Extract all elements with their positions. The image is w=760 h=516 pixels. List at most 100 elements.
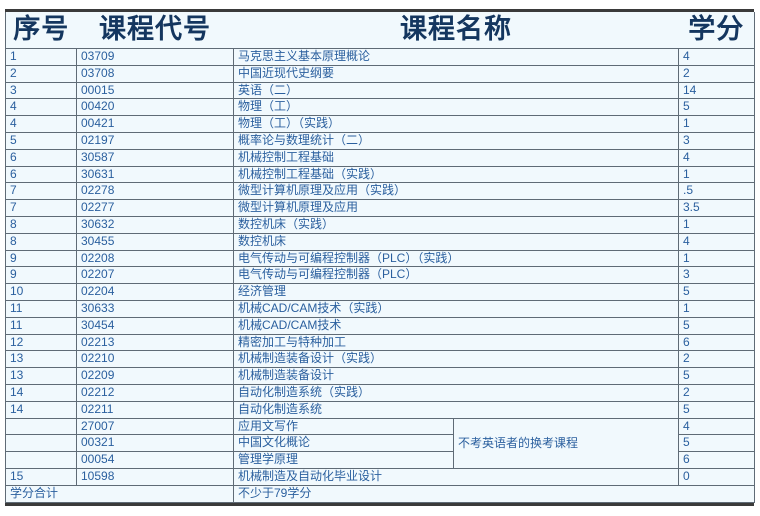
code-cell: 02204 (76, 283, 234, 301)
credit-cell: 3 (678, 131, 755, 150)
table-row: 1 03709 马克思主义基本原理概论 4 (5, 48, 755, 66)
name-cell: 机械制造装备设计 (233, 367, 679, 385)
total-row: 学分合计 不少于79学分 (5, 484, 755, 503)
code-cell: 02212 (76, 383, 234, 402)
table-row: 00321 中国文化概论 5 (5, 434, 755, 453)
seq-cell: 3 (5, 81, 77, 100)
seq-cell: 14 (5, 400, 77, 419)
name-cell: 经济管理 (233, 283, 679, 301)
credit-cell: 3 (678, 266, 755, 285)
code-cell: 30632 (76, 215, 234, 234)
credit-cell: 5 (678, 316, 755, 335)
code-cell: 02278 (76, 182, 234, 201)
name-cell: 机械控制工程基础 (233, 148, 679, 167)
table-body: 1 03709 马克思主义基本原理概论 4 2 03708 中国近现代史纲要 2 3 00015 英… (5, 48, 755, 486)
code-cell: 03708 (76, 64, 234, 83)
table-row: 8 30632 数控机床（实践） 1 (5, 215, 755, 234)
code-cell: 30455 (76, 232, 234, 251)
code-cell: 02197 (76, 131, 234, 150)
code-cell: 02208 (76, 249, 234, 268)
code-cell: 03709 (76, 48, 234, 66)
credit-cell: 5 (678, 434, 755, 453)
name-cell: 应用文写作 (233, 417, 454, 436)
header-cell-name: 课程名称 (233, 12, 679, 49)
seq-cell: 11 (5, 299, 77, 318)
code-cell: 30633 (76, 299, 234, 318)
name-cell: 物理（工）（实践） (233, 115, 679, 133)
credit-cell: 6 (678, 451, 755, 469)
name-cell: 自动化制造系统（实践） (233, 383, 679, 402)
seq-cell: 9 (5, 249, 77, 268)
total-value-cell: 不少于79学分 (233, 484, 755, 503)
credit-cell: 2 (678, 350, 755, 369)
seq-cell: 7 (5, 182, 77, 201)
seq-cell (5, 434, 77, 453)
seq-cell: 13 (5, 350, 77, 369)
code-cell: 00421 (76, 115, 234, 133)
code-cell: 30587 (76, 148, 234, 167)
table-row: 13 02209 机械制造装备设计 5 (5, 367, 755, 385)
seq-cell: 13 (5, 367, 77, 385)
table-row: 13 02210 机械制造装备设计（实践） 2 (5, 350, 755, 369)
table-row: 14 02212 自动化制造系统（实践） 2 (5, 383, 755, 402)
header-cell-credit: 学分 (678, 12, 755, 49)
seq-cell: 9 (5, 266, 77, 285)
credit-cell: 1 (678, 215, 755, 234)
seq-cell: 5 (5, 131, 77, 150)
name-cell: 自动化制造系统 (233, 400, 679, 419)
code-cell: 02210 (76, 350, 234, 369)
credit-cell: 4 (678, 48, 755, 66)
name-cell: 中国文化概论 (233, 434, 454, 453)
seq-cell: 8 (5, 232, 77, 251)
table-row: 6 30587 机械控制工程基础 4 (5, 148, 755, 167)
name-cell: 概率论与数理统计（二） (233, 131, 679, 150)
credit-cell: 1 (678, 115, 755, 133)
course-credit-table: 序号 课程代号 课程名称 学分 1 03709 马克思主义基本原理概论 4 2 03708… (5, 12, 755, 503)
credit-cell: 1 (678, 299, 755, 318)
name-cell: 精密加工与特种加工 (233, 333, 679, 352)
header-cell-seq: 序号 (5, 12, 77, 49)
code-cell: 00015 (76, 81, 234, 100)
credit-cell: 2 (678, 383, 755, 402)
seq-cell: 12 (5, 333, 77, 352)
name-cell: 电气传动与可编程控制器（PLC） (233, 266, 679, 285)
table-row: 00054 管理学原理 6 (5, 451, 755, 469)
name-cell: 机械CAD/CAM技术（实践） (233, 299, 679, 318)
credit-cell: 2 (678, 64, 755, 83)
header-cell-code: 课程代号 (76, 12, 234, 49)
code-cell: 02213 (76, 333, 234, 352)
total-label-cell: 学分合计 (5, 484, 234, 503)
table-row: 14 02211 自动化制造系统 5 (5, 400, 755, 419)
seq-cell (5, 417, 77, 436)
name-cell: 机械控制工程基础（实践） (233, 165, 679, 184)
table-row: 4 00420 物理（工） 5 (5, 98, 755, 117)
name-cell: 物理（工） (233, 98, 679, 117)
seq-cell: 6 (5, 148, 77, 167)
name-cell: 管理学原理 (233, 451, 454, 469)
code-cell: 02277 (76, 199, 234, 217)
credit-cell: 4 (678, 232, 755, 251)
table-row: 27007 应用文写作 不考英语者的换考课程 4 (5, 417, 755, 469)
table-row: 7 02278 微型计算机原理及应用（实践） .5 (5, 182, 755, 201)
seq-cell: 4 (5, 98, 77, 117)
credit-cell: 5 (678, 367, 755, 385)
code-cell: 10598 (76, 467, 234, 486)
table-row: 9 02207 电气传动与可编程控制器（PLC） 3 (5, 266, 755, 285)
table-row: 3 00015 英语（二） 14 (5, 81, 755, 100)
table-row: 9 02208 电气传动与可编程控制器（PLC）（实践） 1 (5, 249, 755, 268)
name-cell: 微型计算机原理及应用 (233, 199, 679, 217)
name-cell: 机械制造及自动化毕业设计 (233, 467, 679, 486)
code-cell: 00420 (76, 98, 234, 117)
seq-cell: 15 (5, 467, 77, 486)
table-header-row: 序号 课程代号 课程名称 学分 (5, 12, 755, 49)
name-cell: 电气传动与可编程控制器（PLC）（实践） (233, 249, 679, 268)
seq-cell: 11 (5, 316, 77, 335)
credit-cell: 5 (678, 400, 755, 419)
credit-cell: 1 (678, 165, 755, 184)
table-container: 序号 课程代号 课程名称 学分 1 03709 马克思主义基本原理概论 4 2 03708… (5, 9, 755, 506)
code-cell: 30454 (76, 316, 234, 335)
remark-cell: 不考英语者的换考课程 (453, 417, 679, 469)
table-row: 4 00421 物理（工）（实践） 1 (5, 115, 755, 133)
table-row: 7 02277 微型计算机原理及应用 3.5 (5, 199, 755, 217)
name-cell: 机械CAD/CAM技术 (233, 316, 679, 335)
